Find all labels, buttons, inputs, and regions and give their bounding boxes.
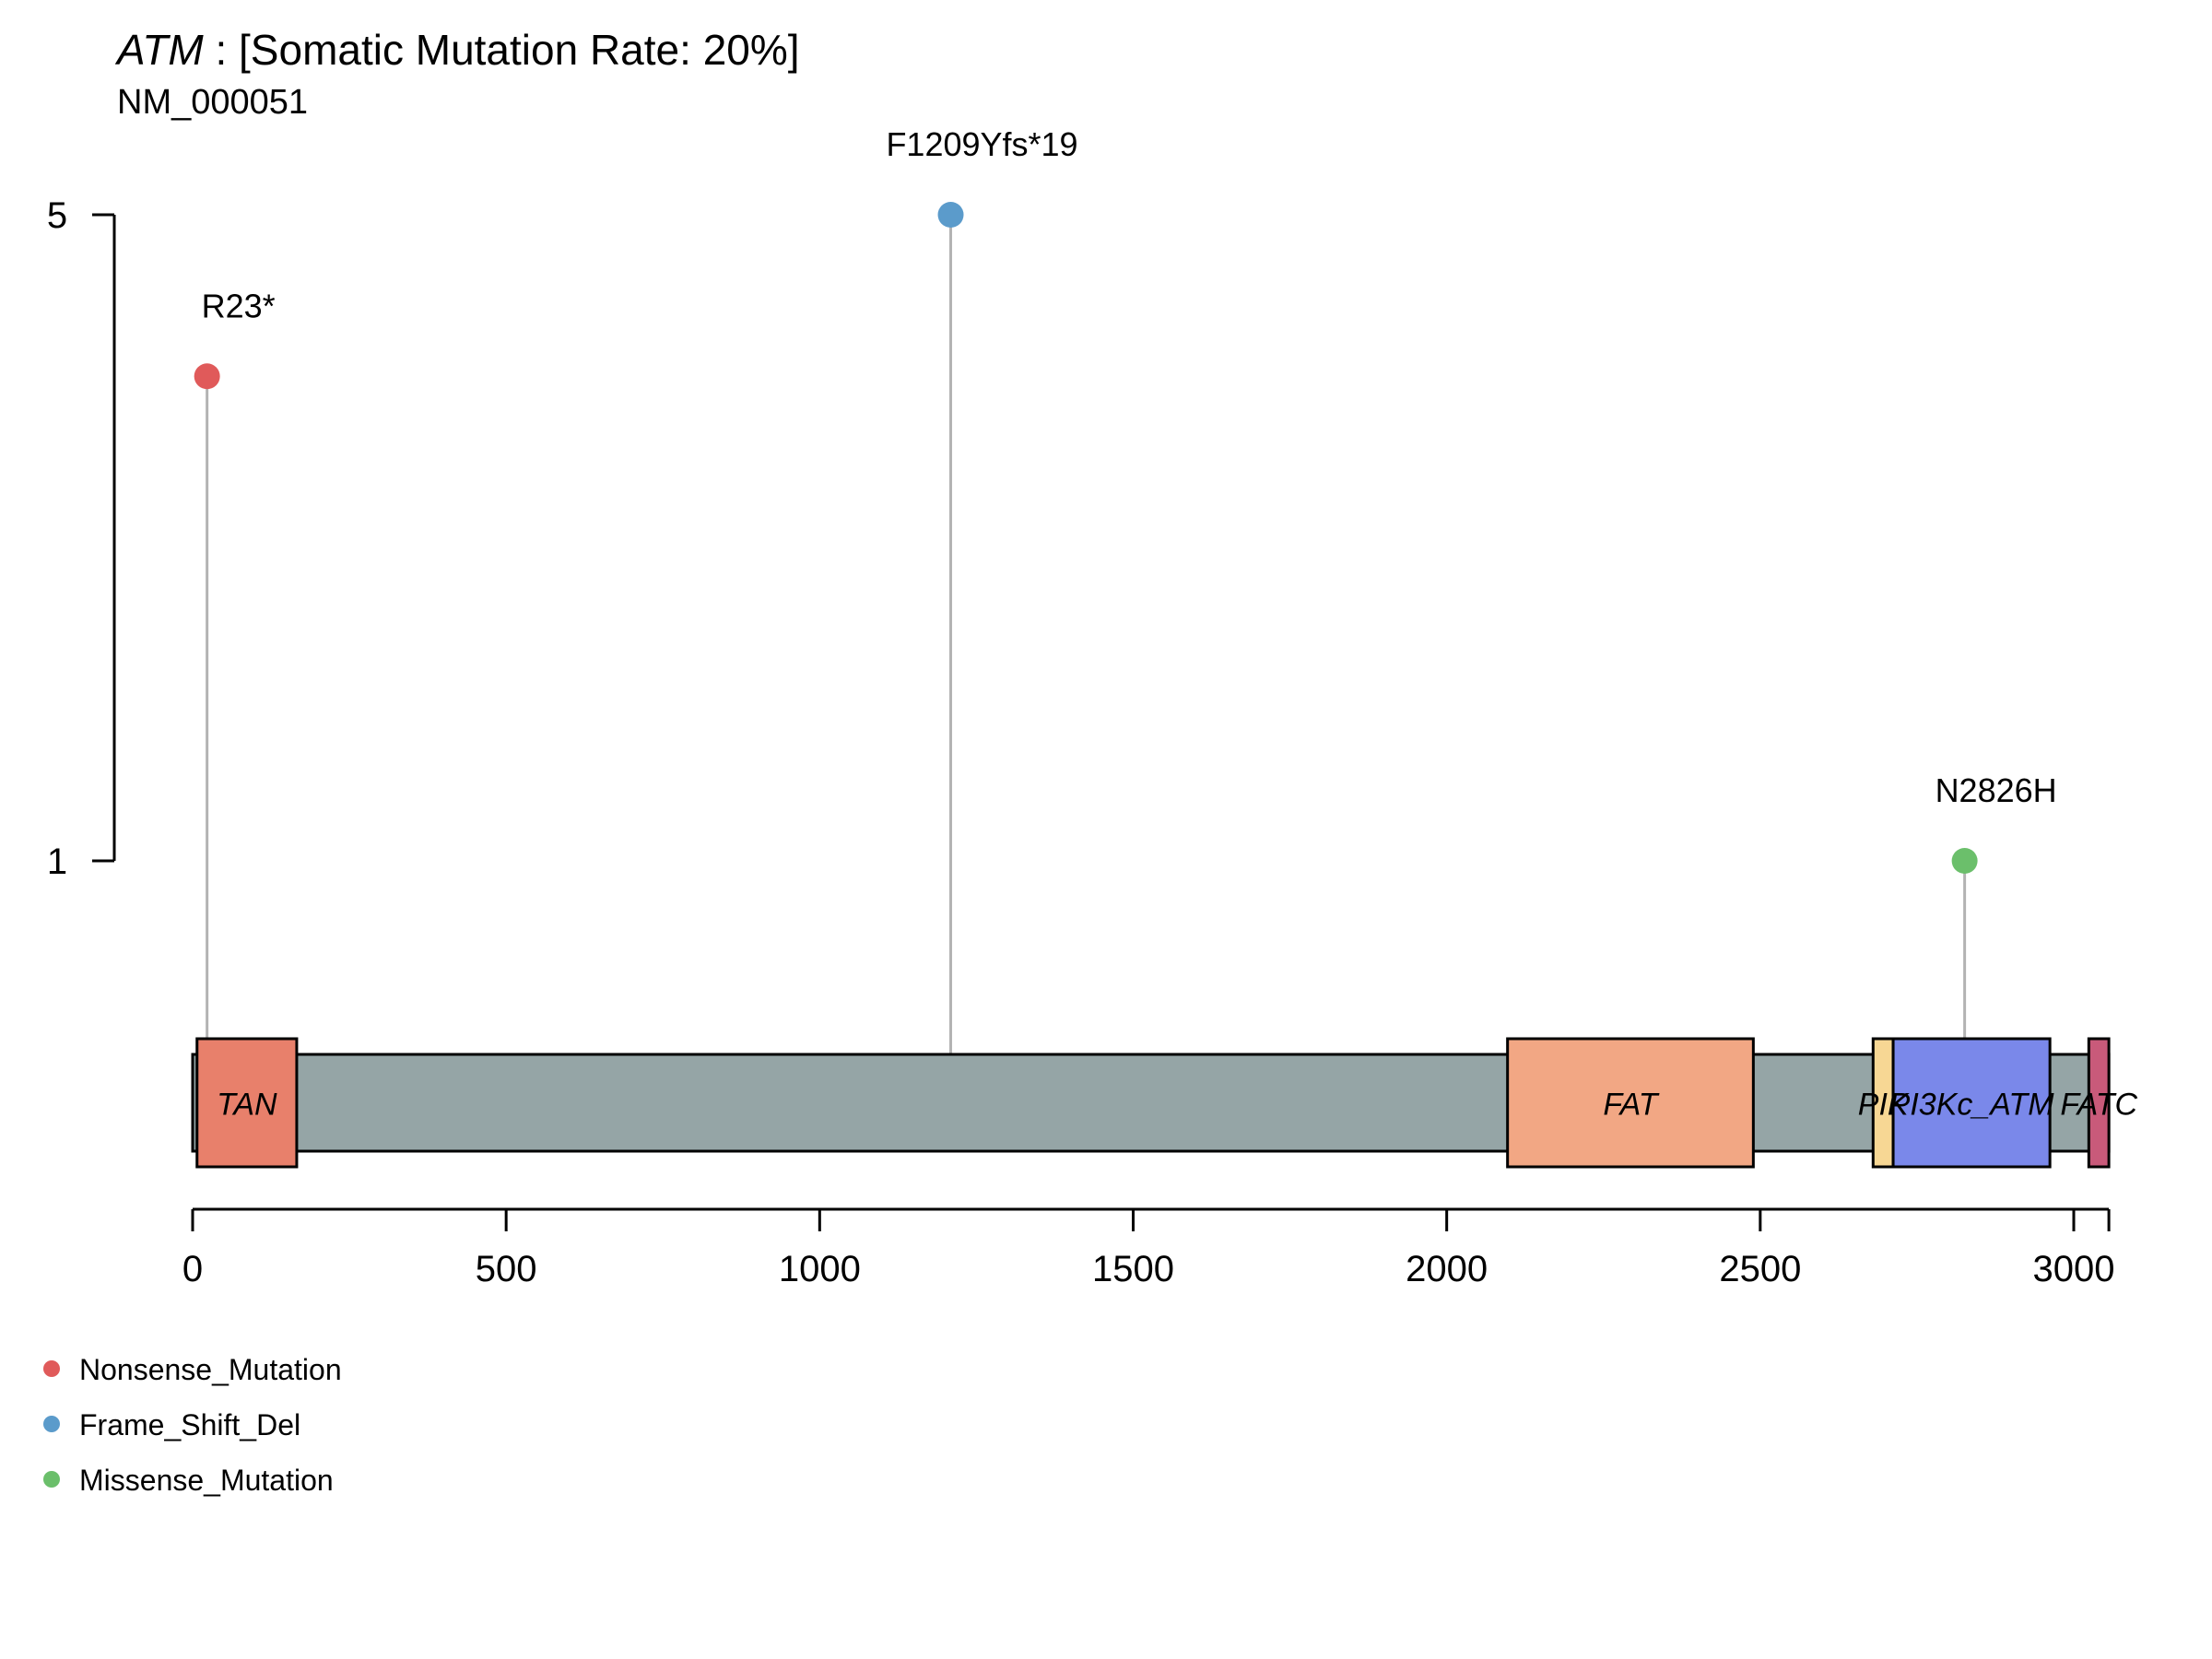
legend-marker [43,1360,60,1377]
mutation-label: N2826H [1936,771,2057,809]
domain-label-fatc: FATC [2060,1088,2137,1123]
domain-label-tan: TAN [217,1088,277,1123]
domain-label-fat: FAT [1603,1088,1659,1123]
chart-title-group: ATM : [Somatic Mutation Rate: 20%] NM_00… [114,26,800,122]
domain-label-pik: PIK [1858,1088,1910,1123]
protein-backbone-layer [191,1053,2111,1153]
domain-tan [195,1037,299,1169]
y-axis: 15 [47,195,116,882]
legend-label: Missense_Mutation [79,1464,334,1497]
lollipop-heads: R23* F1209Yfs*19 N2826H [194,125,2057,874]
x-tick-label: 2000 [1406,1249,1488,1289]
legend-label: Nonsense_Mutation [79,1353,342,1386]
x-tick-label: 2500 [1719,1249,1801,1289]
x-tick-label: 3000 [2033,1249,2115,1289]
domain-fatc [2087,1037,2111,1169]
y-tick-label: 1 [47,841,67,882]
legend-marker [43,1416,60,1432]
lollipop-stems [206,215,1967,1054]
mutation-label: F1209Yfs*19 [886,125,1077,163]
y-tick-label: 5 [47,195,67,236]
legend-marker [43,1471,60,1488]
legend-label: Frame_Shift_Del [79,1408,300,1441]
x-tick-label: 500 [476,1249,537,1289]
lollipop-point [194,363,220,390]
domain-pi3kc_atm [1891,1037,2052,1169]
domain-label-pi3kc_atm: PI3Kc_ATM [1889,1088,2055,1123]
x-axis: 0 500 1000 1500 2000 2500 3000 [182,1207,2115,1289]
legend: Nonsense_Mutation Frame_Shift_Del Missense… [43,1353,342,1497]
domain-fat [1506,1037,1755,1169]
protein-backbone [191,1053,2111,1153]
chart-title-rate: : [Somatic Mutation Rate: 20%] [204,26,800,74]
x-tick-label: 1000 [779,1249,861,1289]
chart-title: ATM : [Somatic Mutation Rate: 20%] [114,26,800,74]
chart-subtitle: NM_000051 [117,83,308,122]
x-tick-label: 0 [182,1249,203,1289]
x-tick-label: 1500 [1092,1249,1174,1289]
lollipop-point [1951,848,1978,874]
mutation-label: R23* [202,287,276,324]
lollipop-point [937,202,964,228]
chart-title-gene: ATM [114,26,204,74]
